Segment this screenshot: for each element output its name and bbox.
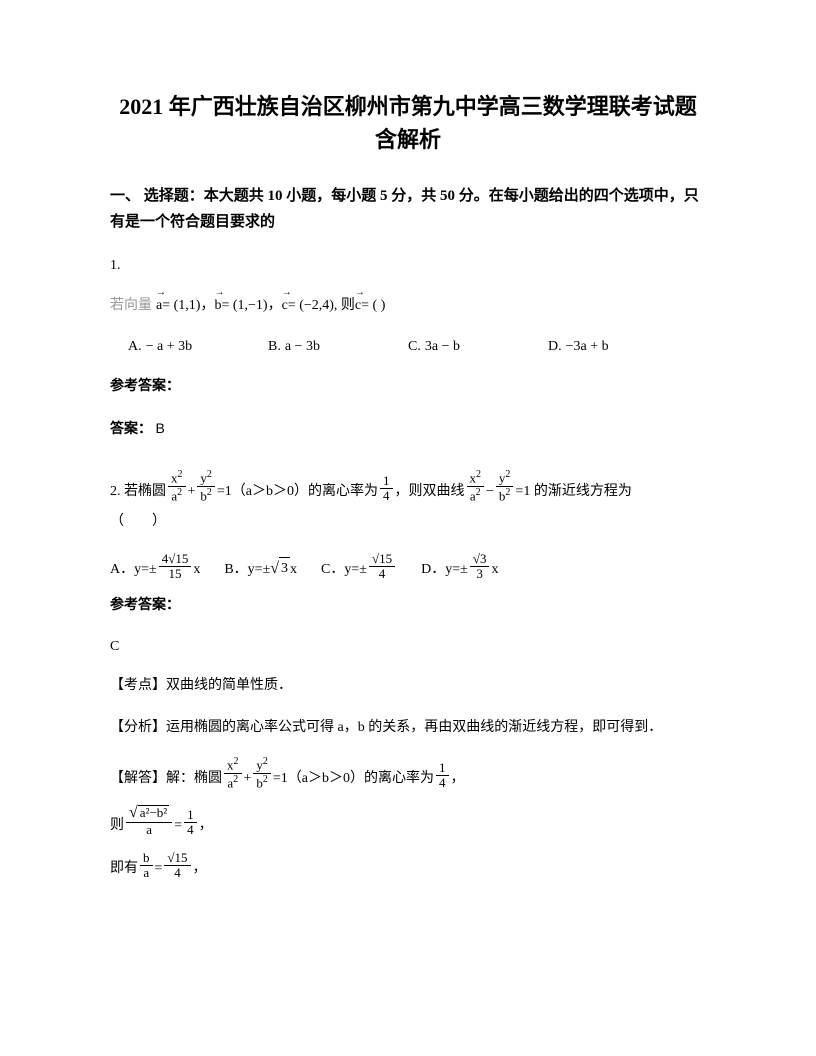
q1-option-a: A. − a + 3b bbox=[128, 336, 258, 358]
frac-y2-b2-h: y2b2 bbox=[496, 469, 514, 503]
q2-mid: =1（a＞b＞0）的离心率为 bbox=[217, 481, 378, 503]
opt-label: A．y=± bbox=[110, 559, 157, 581]
page-title: 2021 年广西壮族自治区柳州市第九中学高三数学理联考试题含解析 bbox=[110, 90, 706, 156]
q2-end1: ，则双曲线 bbox=[395, 481, 465, 503]
jieda-end: ， bbox=[451, 768, 465, 790]
q1-answer: 答案： B bbox=[110, 417, 706, 441]
vector-a: a bbox=[156, 295, 162, 317]
opt-label: C. bbox=[408, 336, 421, 358]
frac-x2-a2: x2a2 bbox=[168, 469, 186, 503]
answer-letter: B bbox=[156, 420, 165, 436]
q2-option-c: C．y=± √154 bbox=[321, 552, 397, 582]
opt-label: D．y=± bbox=[421, 559, 468, 581]
frac-b-a: ba bbox=[140, 851, 153, 881]
q2-fenxi: 【分析】运用椭圆的离心率公式可得 a，b 的关系，再由双曲线的渐近线方程，即可得… bbox=[110, 714, 706, 742]
frac-1-4-s: 14 bbox=[436, 761, 449, 791]
opt-value: −3a + b bbox=[566, 336, 609, 358]
kaodian-text: 双曲线的简单性质． bbox=[166, 678, 292, 693]
minus-sign: − bbox=[486, 481, 494, 503]
q1-answer-label: 参考答案： bbox=[110, 376, 706, 398]
q1-number: 1. bbox=[110, 255, 706, 277]
frac-y2-b2-s: y2b2 bbox=[253, 756, 271, 790]
frac-1-4: 14 bbox=[380, 474, 393, 504]
q2-stem: 2. 若椭圆 x2a2 + y2b2 =1（a＞b＞0）的离心率为 14 ，则双… bbox=[110, 469, 706, 503]
frac-x2-a2-h: x2a2 bbox=[467, 469, 485, 503]
frac-4sqrt15-15: 4√1515 bbox=[159, 552, 192, 582]
x: x bbox=[491, 559, 498, 581]
jiyou-end: ， bbox=[193, 858, 207, 880]
frac-1-4-z: 14 bbox=[184, 808, 197, 838]
vec-c-val: = (−2,4), 则 bbox=[288, 295, 355, 317]
q2-prefix: 2. 若椭圆 bbox=[110, 481, 166, 503]
vector-b: b bbox=[214, 295, 221, 317]
eq-sign: = bbox=[174, 815, 182, 837]
section-header: 一、 选择题：本大题共 10 小题，每小题 5 分，共 50 分。在每小题给出的… bbox=[110, 184, 706, 235]
frac-x2-a2-s: x2a2 bbox=[224, 756, 242, 790]
frac-sqrt15-4-j: √154 bbox=[164, 851, 190, 881]
sqrt-3: √3 bbox=[270, 556, 290, 582]
q2-end2: =1 的渐近线方程为 bbox=[515, 481, 631, 503]
opt-value: − a + 3b bbox=[146, 336, 193, 358]
frac-sqrt-over-a: √a²−b² a bbox=[126, 804, 172, 837]
q1-option-b: B. a − 3b bbox=[268, 336, 398, 358]
q2-answer: C bbox=[110, 636, 706, 658]
q2-kaodian: 【考点】双曲线的简单性质． bbox=[110, 672, 706, 700]
q2-option-b: B．y=± √3 x bbox=[224, 556, 297, 582]
q2-option-a: A．y=± 4√1515 x bbox=[110, 552, 200, 582]
opt-label: A. bbox=[128, 336, 142, 358]
opt-label: B．y=± bbox=[224, 559, 270, 581]
q1-prefix: 若向量 bbox=[110, 295, 152, 317]
jieda-prefix: 解：椭圆 bbox=[166, 768, 222, 790]
q1-option-d: D. −3a + b bbox=[548, 336, 678, 358]
q2-option-d: D．y=± √33 x bbox=[421, 552, 498, 582]
ze-end: ， bbox=[199, 815, 213, 837]
frac-sqrt15-4: √154 bbox=[369, 552, 395, 582]
q2-answer-label: 参考答案： bbox=[110, 595, 706, 617]
vec-a-val: = (1,1)， bbox=[162, 295, 214, 317]
x: x bbox=[193, 559, 200, 581]
fenxi-text: 运用椭圆的离心率公式可得 a，b 的关系，再由双曲线的渐近线方程，即可得到． bbox=[166, 720, 662, 735]
ze-label: 则 bbox=[110, 815, 124, 837]
jieda-mid: =1（a＞b＞0）的离心率为 bbox=[273, 768, 434, 790]
jieda-label: 【解答】 bbox=[110, 768, 166, 790]
opt-label: D. bbox=[548, 336, 562, 358]
kaodian-label: 【考点】 bbox=[110, 678, 166, 693]
plus-sign: + bbox=[188, 481, 196, 503]
q2-jiyou: 即有 ba = √154 ， bbox=[110, 851, 706, 881]
q2-jieda: 【解答】 解：椭圆 x2a2 + y2b2 =1（a＞b＞0）的离心率为 14 … bbox=[110, 756, 706, 790]
fenxi-label: 【分析】 bbox=[110, 720, 166, 735]
x: x bbox=[290, 559, 297, 581]
opt-value: 3a − b bbox=[425, 336, 460, 358]
q1-option-c: C. 3a − b bbox=[408, 336, 538, 358]
jiyou-label: 即有 bbox=[110, 858, 138, 880]
q2-options: A．y=± 4√1515 x B．y=± √3 x C．y=± √154 D．y… bbox=[110, 552, 706, 582]
q1-options: A. − a + 3b B. a − 3b C. 3a − b D. −3a +… bbox=[128, 336, 706, 358]
frac-sqrt3-3: √33 bbox=[470, 552, 490, 582]
vec-b-val: = (1,−1)， bbox=[221, 295, 281, 317]
opt-label: B. bbox=[268, 336, 281, 358]
q1-stem: 若向量 a = (1,1)， b = (1,−1)， c = (−2,4), 则… bbox=[110, 295, 706, 317]
q2-blank: （ ） bbox=[110, 511, 706, 533]
vector-c2: c bbox=[355, 295, 361, 317]
opt-value: a − 3b bbox=[285, 336, 320, 358]
opt-label: C．y=± bbox=[321, 559, 367, 581]
eq-sign: = bbox=[155, 858, 163, 880]
frac-y2-b2: y2b2 bbox=[197, 469, 215, 503]
vector-c: c bbox=[282, 295, 288, 317]
plus-sign: + bbox=[244, 768, 252, 790]
answer-pre: 答案： bbox=[110, 422, 152, 437]
q2-ze: 则 √a²−b² a = 14 ， bbox=[110, 804, 706, 837]
